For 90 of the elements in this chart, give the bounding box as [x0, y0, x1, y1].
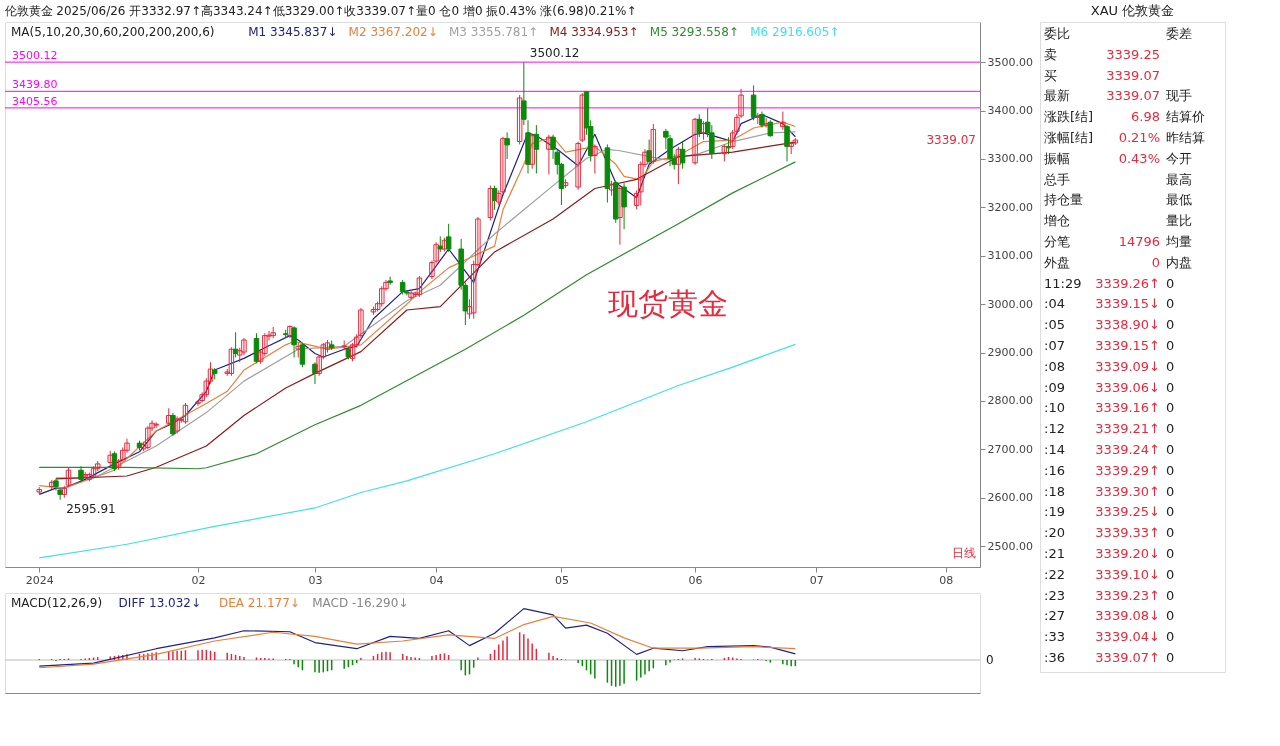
annotation: MACD -16.290↓ — [312, 596, 409, 610]
text: :12 3339.21↑ 0 — [1044, 421, 1175, 437]
y-tick-label: 3100.00 — [987, 249, 1033, 263]
text: 涨幅[结] 0.21% 昨结算 — [1044, 130, 1205, 145]
x-tick-label: 07 — [809, 573, 824, 587]
x-tick-label: 04 — [429, 573, 444, 587]
text: :23 3339.23↑ 0 — [1044, 587, 1175, 603]
y-tick-label: 3000.00 — [987, 297, 1033, 311]
text: 委比 委差 — [1044, 26, 1192, 41]
candlestick — [692, 117, 698, 166]
text: DIFF 13.032↓ — [118, 596, 202, 610]
text: :22 3339.10↓ 0 — [1044, 566, 1175, 582]
legend-title: MA(5,10,20,30,60,200,200,200,6) — [11, 25, 215, 39]
annotation: 3500.12 — [529, 46, 580, 61]
candlestick — [516, 94, 523, 145]
annotation: 2595.91 — [66, 501, 116, 516]
text: :09 3339.06↓ 0 — [1044, 379, 1175, 395]
candlestick — [521, 61, 527, 126]
y-tick-label: 2900.00 — [987, 346, 1033, 360]
text: :36 3339.07↑ 0 — [1044, 650, 1175, 665]
y-tick-label: 3500.00 — [987, 55, 1033, 69]
x-tick-label: 03 — [308, 573, 323, 587]
text: :07 3339.15↑ 0 — [1044, 338, 1175, 353]
text: :16 3339.29↑ 0 — [1044, 462, 1175, 478]
candlestick — [700, 120, 707, 141]
text: 增仓 量比 — [1044, 213, 1192, 229]
y-tick-label: 3400.00 — [987, 104, 1033, 118]
text: 买 3339.07 — [1044, 67, 1160, 83]
text: 11:29 3339.26↑ 0 — [1044, 275, 1175, 291]
text: 总手 最高 — [1044, 171, 1192, 187]
x-tick-label: 06 — [688, 573, 703, 587]
text: :10 3339.16↑ 0 — [1044, 400, 1175, 416]
text: M2 3367.202↓ — [348, 25, 438, 39]
text: 0 — [986, 653, 994, 668]
text: 卖 3339.25 — [1044, 46, 1160, 62]
ref-line-label: 3405.56 — [12, 94, 58, 108]
text: 分笔 14796 均量 — [1044, 234, 1192, 249]
annotation: 现货黄金 — [608, 286, 728, 322]
text: M1 3345.837↓ — [248, 25, 338, 39]
text: 涨跌[结] 6.98 结算价 — [1044, 109, 1205, 125]
text: XAU 伦敦黄金 — [1090, 3, 1175, 18]
candlestick — [575, 141, 581, 191]
text: M3 3355.781↑ — [449, 25, 539, 39]
y-tick-label: 2700.00 — [987, 442, 1033, 456]
text: :20 3339.33↑ 0 — [1044, 525, 1175, 541]
candlestick — [650, 123, 657, 165]
legend-title: MACD(12,26,9) — [11, 596, 103, 610]
candlestick — [546, 134, 552, 175]
text: 外盘 0 内盘 — [1044, 254, 1192, 270]
text: :14 3339.24↑ 0 — [1044, 442, 1175, 457]
y-tick-label: 3300.00 — [987, 152, 1033, 166]
ref-line-label: 3439.80 — [12, 78, 58, 92]
candlestick — [592, 143, 598, 174]
x-tick-label: 05 — [554, 573, 569, 587]
text: DEA 21.177↓ — [219, 596, 300, 610]
text: M5 3293.558↑ — [649, 25, 739, 39]
line-series — [38, 343, 796, 559]
candlestick — [617, 185, 623, 246]
y-tick-label: 3200.00 — [987, 200, 1033, 214]
text: :05 3338.90↓ 0 — [1044, 317, 1175, 333]
ref-line-label: 3500.12 — [12, 49, 58, 63]
x-tick-label: 02 — [191, 573, 206, 587]
text: :08 3339.09↓ 0 — [1044, 358, 1175, 374]
y-tick-label: 2600.00 — [987, 491, 1033, 505]
candlestick — [533, 124, 540, 174]
candlestick — [529, 133, 535, 170]
text: :27 3339.08↓ 0 — [1044, 608, 1175, 624]
text: 振幅 0.43% 今开 — [1044, 150, 1192, 166]
candlestick — [780, 111, 786, 131]
annotation: 日线 — [952, 546, 976, 561]
y-tick-label: 2500.00 — [987, 539, 1033, 553]
text: :21 3339.20↓ 0 — [1044, 546, 1175, 561]
text: :19 3339.25↓ 0 — [1044, 504, 1175, 520]
candlestick — [750, 84, 757, 121]
x-tick-label: 08 — [939, 573, 954, 587]
text: M4 3334.953↑ — [549, 25, 639, 39]
text: :18 3339.30↑ 0 — [1044, 483, 1175, 499]
candlestick — [504, 131, 510, 160]
candlestick — [763, 117, 769, 129]
x-tick-label: 2024 — [25, 573, 54, 587]
y-tick-label: 2800.00 — [987, 394, 1033, 408]
text: 最新 3339.07 现手 — [1044, 88, 1192, 104]
chart-title: 伦敦黄金 2025/06/26 开3332.97↑高3343.24↑低3329.00↑收3339.07↑量0 仓0 增0 振0.43% 涨(6.98)0.21%↑ — [4, 4, 637, 18]
candlestick — [487, 185, 494, 221]
annotation: 3339.07 — [926, 133, 976, 148]
candlestick — [621, 182, 627, 230]
text: M6 2916.605↑ — [750, 25, 840, 39]
text: :33 3339.04↓ 0 — [1044, 629, 1175, 645]
text: :04 3339.15↓ 0 — [1044, 296, 1175, 312]
text: 持仓量 最低 — [1044, 192, 1192, 208]
